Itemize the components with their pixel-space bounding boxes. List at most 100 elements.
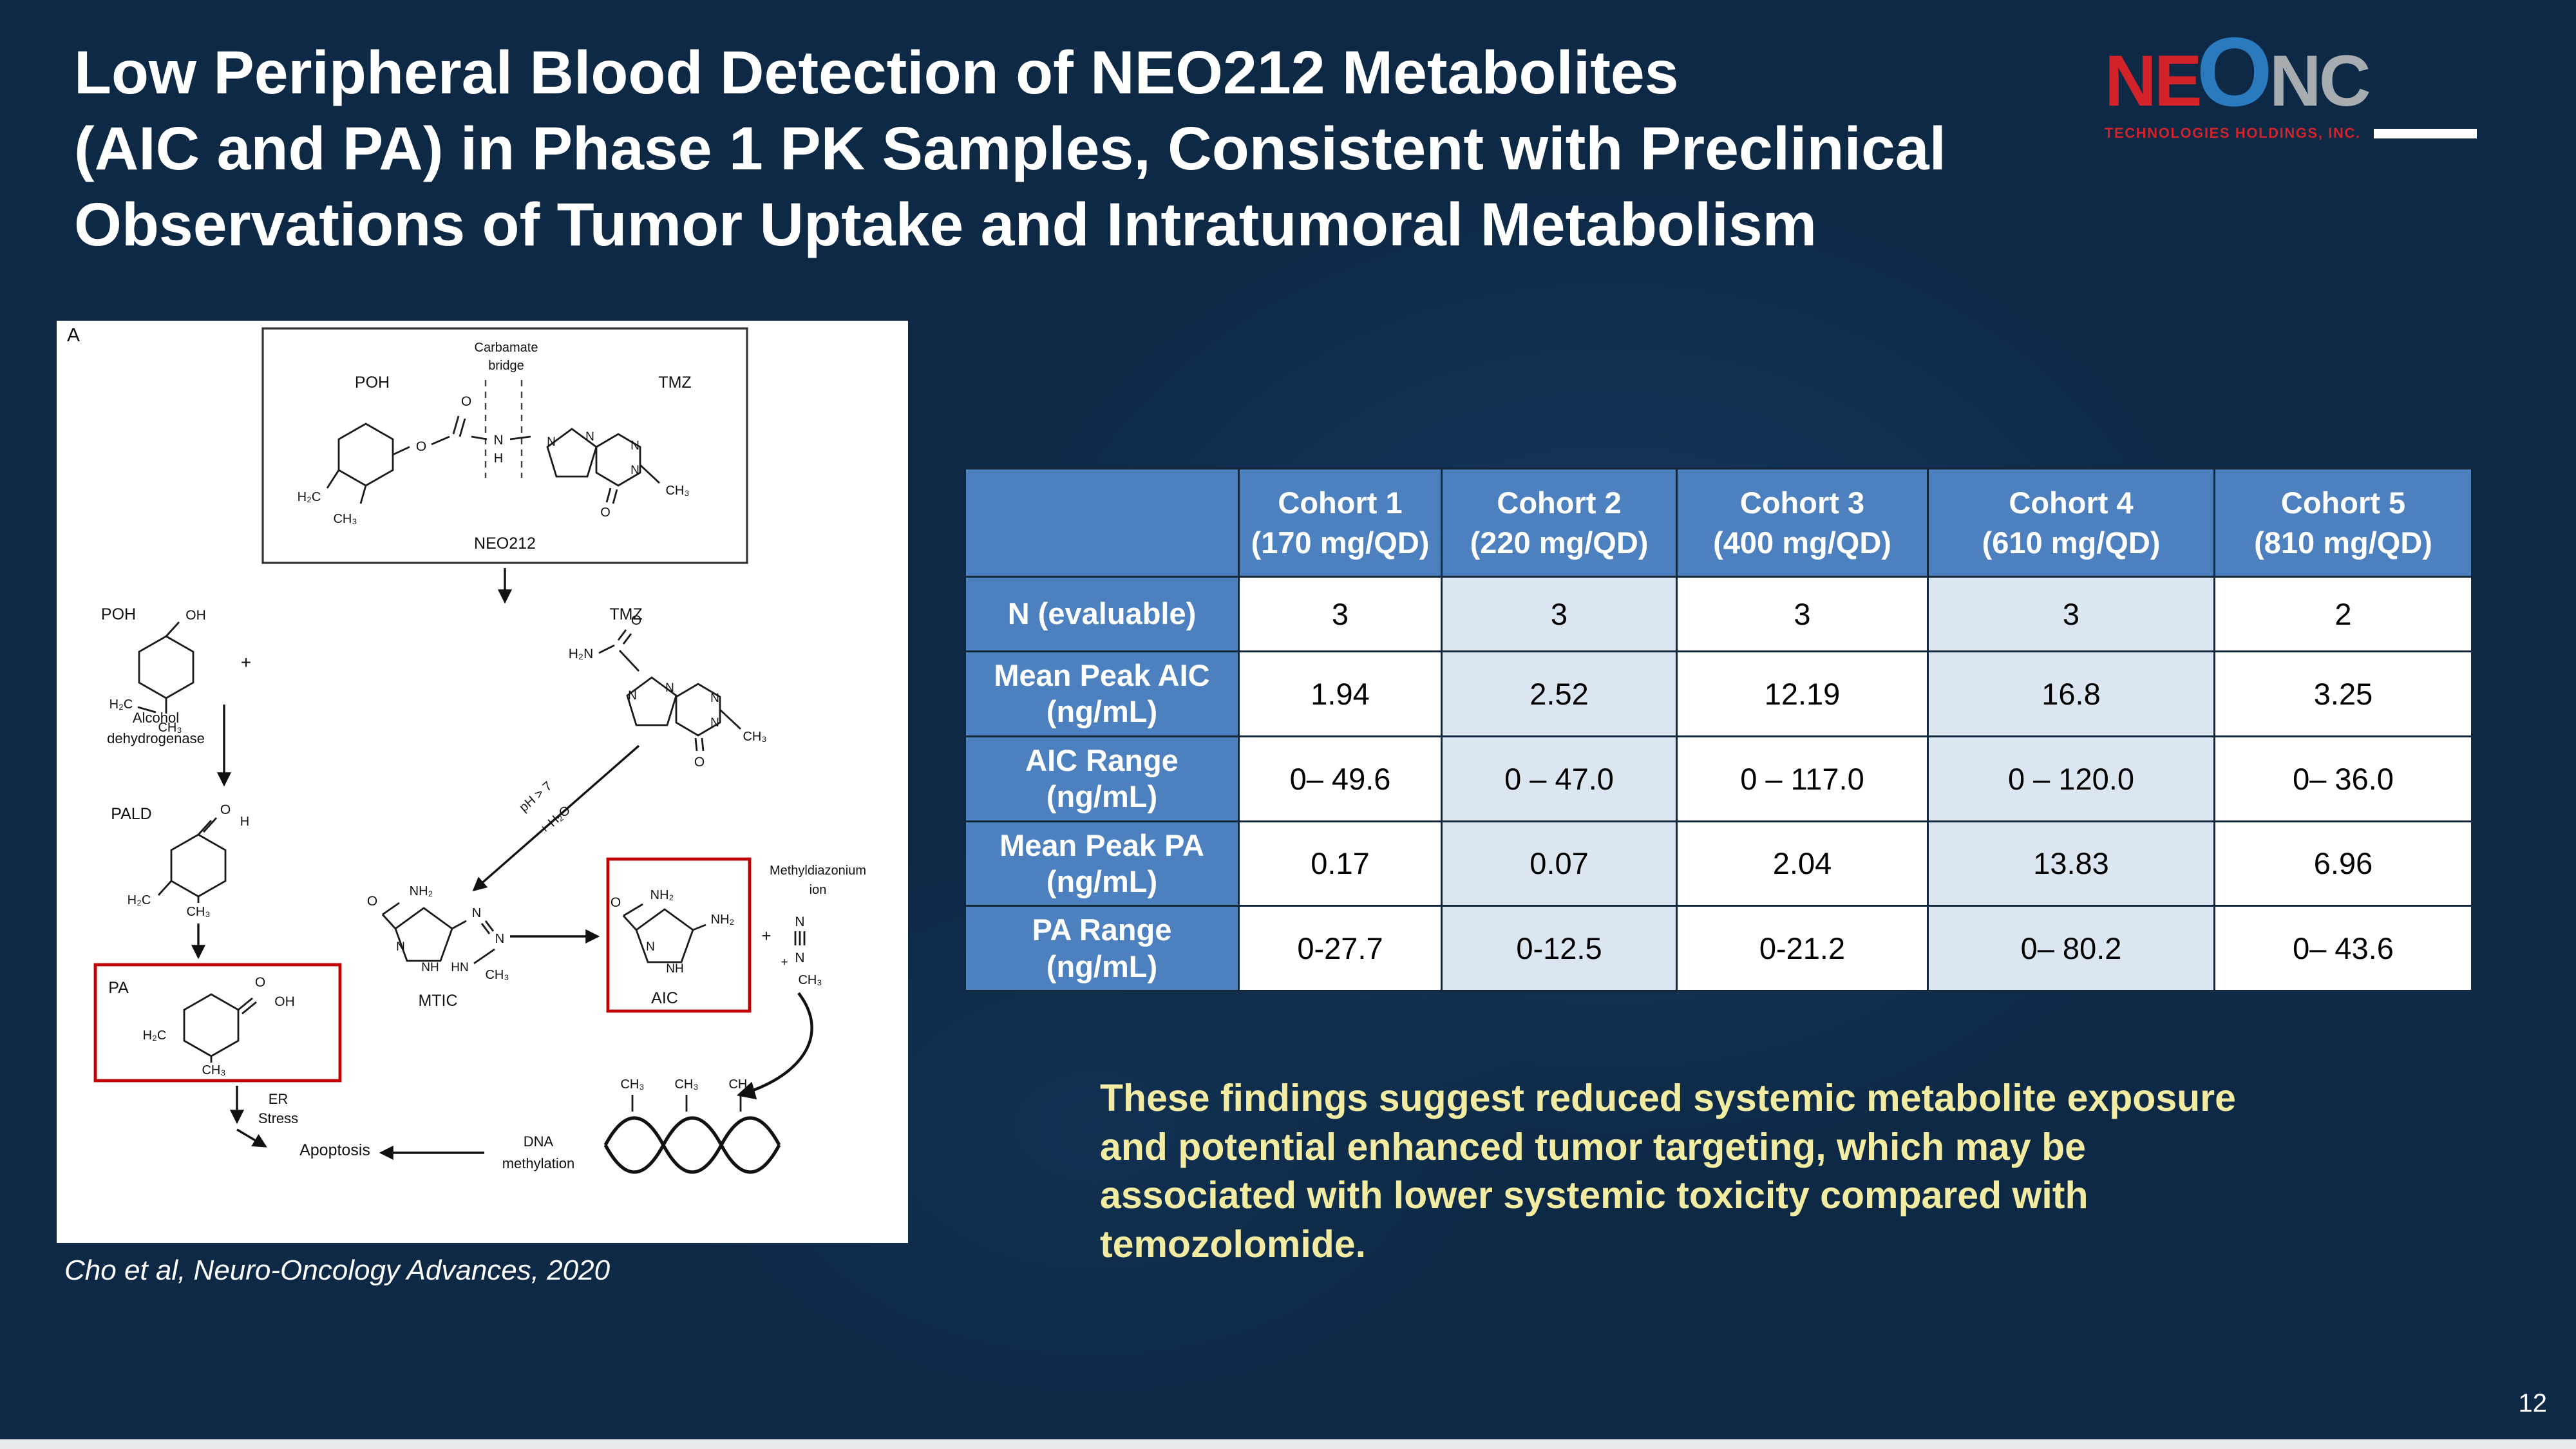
table-row-n-evaluable: N (evaluable) 3 3 3 3 2 [964,576,2473,652]
col-header-cohort-1: Cohort 1 (170 mg/QD) [1238,468,1443,578]
neo212-label: NEO212 [474,535,536,553]
table-corner-cell [964,468,1240,578]
neonc-logo-wordmark: NE O NC [2105,17,2477,127]
title-line-2: (AIC and PA) in Phase 1 PK Samples, Cons… [74,114,1947,183]
atom-label: OH [274,994,295,1009]
table-cell: 13.83 [1927,820,2215,907]
table-row-aic-range: AIC Range (ng/mL) 0– 49.6 0 – 47.0 0 – 1… [964,735,2473,822]
atom-label: NH [666,962,683,976]
tmz-label-mid: TMZ [609,605,642,623]
logo-nc-text: NC [2269,41,2371,121]
col-header-cohort-2: Cohort 2 (220 mg/QD) [1441,468,1678,578]
logo-tagline: TECHNOLOGIES HOLDINGS, INC. [2105,125,2361,142]
row-label-n-evaluable: N (evaluable) [964,576,1240,652]
atom-label: CH₃ [798,973,822,987]
table-header-row: Cohort 1 (170 mg/QD) Cohort 2 (220 mg/QD… [964,468,2473,578]
atom-label: O [255,975,265,990]
atom-label: CH₃ [674,1077,698,1092]
atom-label: NH [421,961,439,974]
atom-label: N [493,433,503,448]
aic-label: AIC [651,989,678,1007]
atom-label: N [585,430,594,444]
table-cell: 2.52 [1441,650,1678,737]
table-cell: 3 [1676,576,1929,652]
atom-label: N [547,435,556,449]
metabolism-diagram: A Carbamate bridge POH TMZ H₂C CH₃ O [67,325,866,1174]
pentagon-ring [546,428,598,478]
table-cell: 6.96 [2213,820,2473,907]
pa-highlight-box [93,963,342,1083]
metabolism-diagram-panel: A Carbamate bridge POH TMZ H₂C CH₃ O [57,321,908,1243]
atom-label: N [472,906,481,920]
neo212-structure-box: Carbamate bridge POH TMZ H₂C CH₃ O O N [261,327,748,564]
table-cell: 1.94 [1238,650,1443,737]
logo-underline-bar [2373,128,2477,138]
row-label-pa-range: PA Range (ng/mL) [964,905,1240,992]
table-cell: 0– 36.0 [2213,735,2473,822]
citation-text: Cho et al, Neuro-Oncology Advances, 2020 [64,1255,611,1286]
table-cell: 16.8 [1927,650,2215,737]
dna-methylation-label: DNA [524,1133,554,1150]
atom-label: OH [185,608,206,623]
row-label-aic-range: AIC Range (ng/mL) [964,735,1240,822]
atom-label: H [494,451,503,466]
atom-label: CH₃ [728,1077,752,1092]
atom-label: N [710,692,719,705]
findings-message: These findings suggest reduced systemic … [1100,1077,2236,1265]
atom-label: N [396,940,405,954]
atom-label: O [694,755,705,770]
row-label-mean-peak-aic: Mean Peak AIC (ng/mL) [964,650,1240,737]
atom-label: N [665,681,674,695]
atom-label: NH₂ [410,884,433,898]
alcohol-dehydrogenase-label-2: dehydrogenase [107,730,205,746]
ph-condition-label: pH > 7 [516,779,554,815]
pentagon-ring [635,908,694,963]
table-cell: 0– 49.6 [1238,735,1443,822]
logo-bottom-row: TECHNOLOGIES HOLDINGS, INC. [2105,125,2477,142]
hexagon-ring [138,635,194,699]
carbamate-bridge-label: Carbamate [475,341,538,355]
page-title: Low Peripheral Blood Detection of NEO212… [74,35,1946,263]
neonc-logo: NE O NC TECHNOLOGIES HOLDINGS, INC. [2105,17,2477,142]
table-cell: 3 [1441,576,1678,652]
pentagon-ring [394,907,453,962]
water-condition-label: + H₂O [537,803,573,837]
plus-sign: + [241,652,251,672]
table-row-mean-peak-aic: Mean Peak AIC (ng/mL) 1.94 2.52 12.19 16… [964,650,2473,737]
table-cell: 2 [2213,576,2473,652]
atom-label: H₂C [143,1028,167,1043]
poh-label-mid: POH [101,605,136,623]
methyldiazonium-structure: + Methyldiazonium ion N N + CH₃ [761,864,866,987]
charge-sign: + [781,956,788,969]
table-cell: 2.04 [1676,820,1929,907]
atom-label: N [495,932,504,946]
atom-label: CH₃ [186,905,210,919]
carbamate-bridge-label-2: bridge [488,359,524,373]
table-cell: 12.19 [1676,650,1929,737]
atom-label: CH₃ [158,721,182,735]
title-line-3: Observations of Tumor Uptake and Intratu… [74,190,1817,259]
mtic-structure: O NH₂ N NH N N HN CH₃ MTIC [367,884,509,1010]
hexagon-ring [675,683,721,737]
table-cell: 0– 43.6 [2213,905,2473,992]
plus-sign: + [761,926,771,945]
atom-label: N [710,716,719,730]
atom-label: HN [451,961,468,974]
hexagon-ring [337,422,394,487]
pald-label: PALD [111,805,151,823]
logo-o-text: O [2196,17,2273,127]
arrow-tmz-to-mtic [472,744,640,892]
hexagon-ring [183,993,240,1057]
tmz-structure: TMZ H₂N O N N N N CH₃ O [569,605,767,770]
atom-label: H₂C [298,490,321,504]
col-header-cohort-5: Cohort 5 (810 mg/QD) [2213,468,2473,578]
atom-label: NH₂ [650,888,674,902]
table-cell: 0-12.5 [1441,905,1678,992]
methyldiazonium-label-2: ion [810,883,827,897]
table-cell: 3 [1238,576,1443,652]
atom-label: CH₃ [333,512,357,526]
table-cell: 0 – 117.0 [1676,735,1929,822]
aic-structure: O NH₂ NH₂ N NH AIC [606,857,752,1013]
atom-label: N [630,464,639,477]
